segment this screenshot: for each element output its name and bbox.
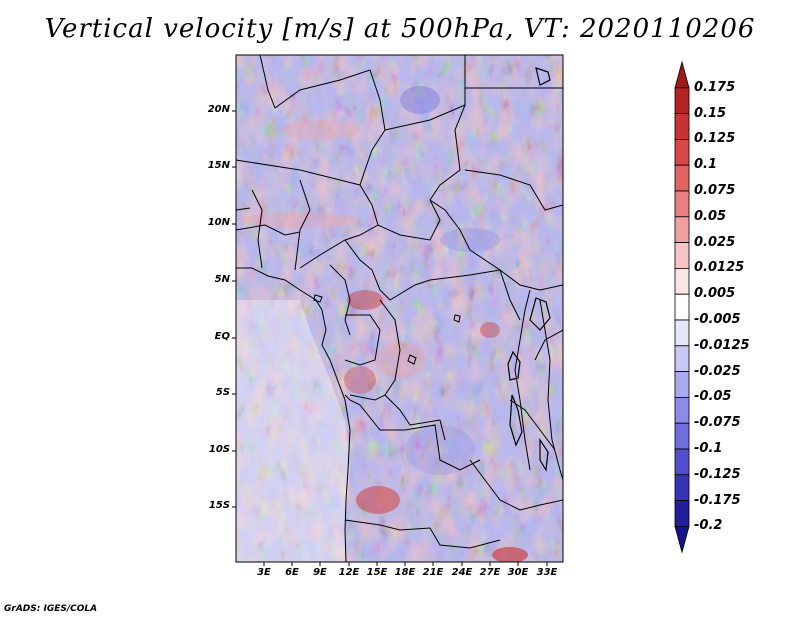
latitude-label: 10N xyxy=(207,217,230,228)
footer-credit: GrADS: IGES/COLA xyxy=(4,604,98,614)
colorbar-segment xyxy=(674,87,690,115)
colorbar-segment xyxy=(674,242,690,269)
colorbar-label: -0.0125 xyxy=(694,337,750,353)
colorbar-label: 0.15 xyxy=(694,105,727,121)
colorbar-segment xyxy=(674,526,690,554)
colorbar-label: 0.175 xyxy=(694,79,736,95)
colorbar-label: 0.005 xyxy=(694,286,736,302)
colorbar-segment xyxy=(674,319,690,347)
colorbar-label: 0.05 xyxy=(694,208,727,224)
longitude-ticks xyxy=(263,562,548,566)
longitude-label: 21E xyxy=(422,567,444,578)
colorbar-label: -0.05 xyxy=(694,389,732,405)
latitude-label: 5N xyxy=(214,274,230,285)
colorbar-label: -0.075 xyxy=(694,415,741,431)
colorbar-segment xyxy=(674,345,690,372)
colorbar-label: -0.025 xyxy=(694,363,741,379)
longitude-label: 18E xyxy=(394,567,416,578)
country-borders xyxy=(236,55,563,562)
colorbar-label: 0.025 xyxy=(694,234,736,250)
longitude-label: 30E xyxy=(507,567,529,578)
colorbar-label: 0.1 xyxy=(694,157,718,173)
colorbar-segment xyxy=(674,113,690,140)
colorbar-segment xyxy=(674,267,690,295)
latitude-label: 15S xyxy=(208,500,230,511)
colorbar-label: 0.075 xyxy=(694,183,736,198)
longitude-label: 33E xyxy=(536,567,558,578)
latitude-label: 5S xyxy=(215,387,230,398)
colorbar-segment xyxy=(674,371,690,398)
colorbar-label: -0.1 xyxy=(694,441,723,456)
colorbar-label: 0.0125 xyxy=(694,260,745,276)
map-frame xyxy=(235,54,564,563)
latitude-label: 15N xyxy=(207,160,230,171)
colorbar-label: -0.175 xyxy=(694,492,741,508)
colorbar-segment xyxy=(674,500,690,527)
longitude-label: 12E xyxy=(338,567,360,578)
longitude-label: 6E xyxy=(285,567,299,578)
colorbar xyxy=(674,60,690,554)
colorbar-segment xyxy=(674,60,690,89)
latitude-label: 10S xyxy=(208,444,230,455)
colorbar-label: -0.005 xyxy=(694,312,741,327)
colorbar-label: -0.2 xyxy=(694,518,723,534)
colorbar-segment xyxy=(674,293,690,321)
colorbar-segment xyxy=(674,164,690,192)
colorbar-label: 0.125 xyxy=(694,131,736,147)
longitude-label: 15E xyxy=(366,567,388,578)
colorbar-label: -0.125 xyxy=(694,466,741,482)
map-title: Vertical velocity [m/s] at 500hPa, VT: 2… xyxy=(44,14,756,44)
latitude-label: 20N xyxy=(207,104,230,115)
colorbar-segment xyxy=(674,396,690,424)
colorbar-segment xyxy=(674,474,690,501)
colorbar-segment xyxy=(674,190,690,218)
longitude-label: 24E xyxy=(451,567,473,578)
longitude-label: 3E xyxy=(257,567,271,578)
colorbar-segment xyxy=(674,216,690,244)
longitude-label: 27E xyxy=(479,567,501,578)
colorbar-segment xyxy=(674,448,690,476)
latitude-ticks xyxy=(232,110,236,508)
longitude-label: 9E xyxy=(313,567,327,578)
colorbar-segment xyxy=(674,138,690,166)
velocity-field xyxy=(236,55,563,562)
colorbar-segment xyxy=(674,422,690,450)
latitude-label: EQ xyxy=(214,331,230,342)
